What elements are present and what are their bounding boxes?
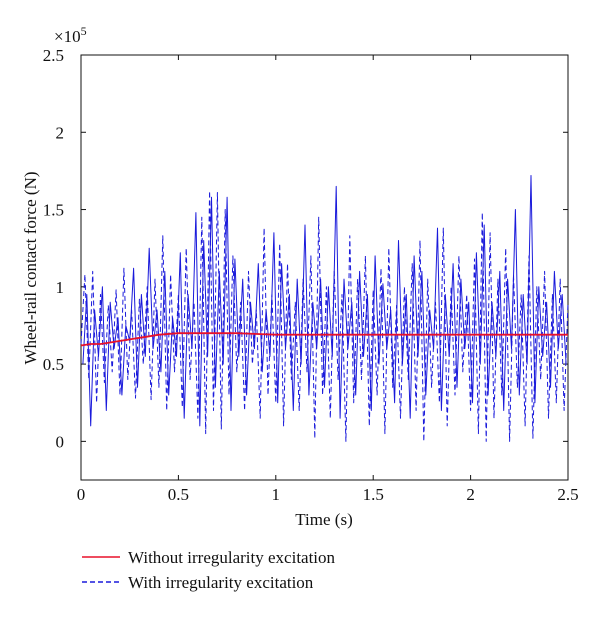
y-tick-label: 2.5 xyxy=(43,46,64,65)
y-tick-label: 0 xyxy=(56,432,65,451)
y-multiplier-label: ×105 xyxy=(54,24,87,46)
x-tick-label: 2.5 xyxy=(557,485,578,504)
x-tick-label: 1.5 xyxy=(363,485,384,504)
y-tick-label: 0.5 xyxy=(43,355,64,374)
legend: Without irregularity excitation With irr… xyxy=(82,548,336,592)
series-line-0 xyxy=(80,332,568,347)
y-tick-label: 1 xyxy=(56,278,65,297)
y-axis-label: Wheel-rail contact force (N) xyxy=(21,171,40,364)
x-tick-label: 0 xyxy=(77,485,86,504)
y-tick-label: 1.5 xyxy=(43,201,64,220)
legend-label-with-irregularity: With irregularity excitation xyxy=(128,573,314,592)
x-axis: 0 0.5 1 1.5 2 2.5 xyxy=(77,55,579,504)
y-axis: 0 0.5 1 1.5 2 2.5 xyxy=(43,46,568,451)
legend-label-without-irregularity: Without irregularity excitation xyxy=(128,548,336,567)
y-multiplier-exponent: 5 xyxy=(81,24,87,38)
series-layer xyxy=(80,175,569,442)
x-tick-label: 1 xyxy=(272,485,281,504)
x-tick-label: 2 xyxy=(466,485,475,504)
x-axis-label: Time (s) xyxy=(295,510,352,529)
x-tick-label: 0.5 xyxy=(168,485,189,504)
plot-area-frame xyxy=(80,54,569,481)
y-tick-label: 2 xyxy=(56,123,65,142)
series-line-2 xyxy=(82,175,567,427)
series-line-1 xyxy=(80,190,569,442)
